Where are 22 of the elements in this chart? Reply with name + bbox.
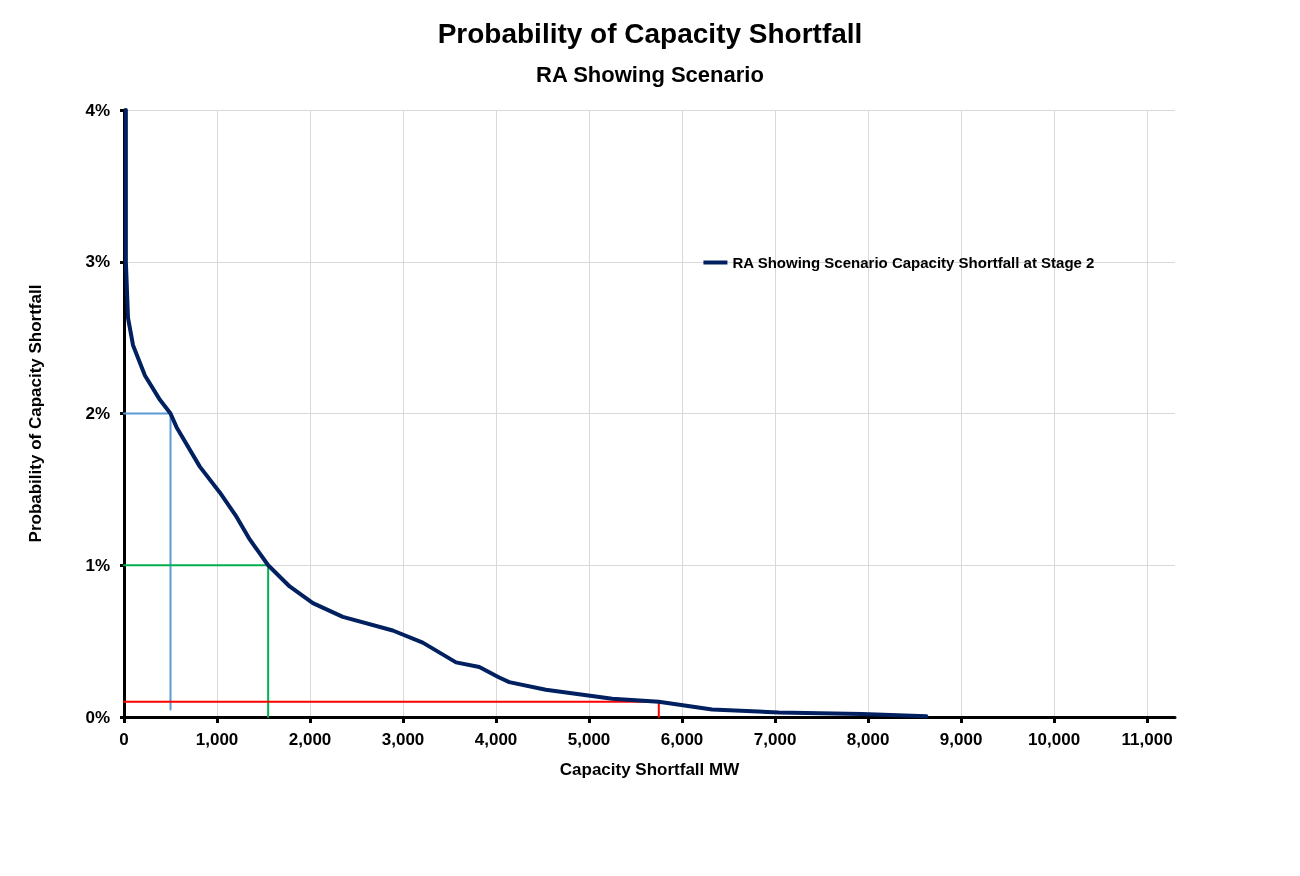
- x-tick-label: 2,000: [288, 730, 332, 749]
- x-tick-label: 10,000: [1028, 730, 1081, 749]
- x-tick-label: 9,000: [939, 730, 983, 749]
- legend-label: RA Showing Scenario Capacity Shortfall at Stage 2: [732, 254, 1095, 271]
- x-tick-label: 1,000: [195, 730, 239, 749]
- y-tick-label: 3%: [85, 252, 110, 272]
- chart-subtitle: RA Showing Scenario: [536, 61, 764, 87]
- x-axis-title: Capacity Shortfall MW: [559, 760, 741, 779]
- x-tick-label: 3,000: [381, 730, 425, 749]
- y-tick-label: 2%: [85, 404, 110, 423]
- y-tick-label: 0%: [85, 707, 110, 727]
- x-tick-label: 8,000: [846, 730, 890, 749]
- x-tick-label: 7,000: [753, 730, 797, 749]
- y-tick-label: 4%: [85, 100, 110, 120]
- x-tick-label: 0: [119, 730, 129, 749]
- x-tick-label: 4,000: [474, 730, 518, 749]
- x-tick-label: 6,000: [660, 730, 704, 749]
- y-axis-title: Probability of Capacity Shortfall: [26, 284, 45, 543]
- y-tick-label: 1%: [85, 555, 110, 575]
- x-tick-label: 11,000: [1121, 730, 1173, 749]
- x-tick-label: 5,000: [567, 730, 611, 749]
- chart-title: Probability of Capacity Shortfall: [437, 17, 863, 49]
